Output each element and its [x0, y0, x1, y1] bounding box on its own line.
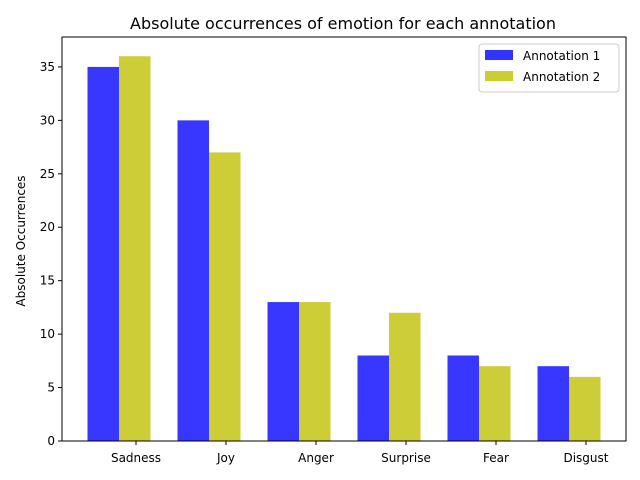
x-tick-label: Fear [483, 451, 509, 465]
chart-title: Absolute occurrences of emotion for each… [130, 14, 556, 33]
bar-series-1-anger [267, 302, 299, 441]
plot-frame [61, 36, 627, 442]
y-tick-label: 10 [40, 327, 55, 341]
bar-series-2-sadness [119, 56, 151, 441]
x-tick-label: Sadness [111, 451, 161, 465]
bar-series-1-surprise [357, 355, 389, 441]
bar-series-2-surprise [389, 312, 421, 441]
bar-series-2-joy [209, 152, 241, 441]
x-ticks-group: Sadness Joy Anger Surprise Fear Disgust [111, 441, 609, 465]
legend-label-2: Annotation 2 [523, 70, 600, 84]
bar-series-1-joy [177, 120, 209, 441]
y-tick-label: 20 [40, 220, 55, 234]
legend-swatch-1 [485, 50, 513, 60]
bar-series-2-disgust [569, 376, 601, 441]
y-tick-label: 25 [40, 167, 55, 181]
bar-series-1-disgust [537, 366, 569, 441]
legend-box [478, 43, 620, 93]
bar-series-1-fear [447, 355, 479, 441]
y-tick-label: 0 [47, 434, 55, 448]
y-tick-label: 15 [40, 274, 55, 288]
y-tick-label: 5 [47, 381, 55, 395]
bar-series-1-sadness [87, 66, 119, 441]
x-tick-label: Surprise [381, 451, 431, 465]
y-tick-label: 30 [40, 113, 55, 127]
legend-swatch-2 [485, 71, 513, 81]
legend-label-1: Annotation 1 [523, 49, 600, 63]
y-ticks-group: 0 5 10 15 20 25 30 35 [40, 60, 62, 448]
x-tick-label: Disgust [563, 451, 608, 465]
bar-series-2-fear [479, 366, 511, 441]
x-tick-label: Anger [298, 451, 334, 465]
legend: Annotation 1 Annotation 2 [478, 43, 620, 93]
y-axis-label: Absolute Occurrences [14, 175, 28, 306]
x-tick-label: Joy [216, 451, 235, 465]
y-tick-label: 35 [40, 60, 55, 74]
bar-series-2-anger [299, 302, 331, 441]
bars-group [87, 56, 601, 441]
